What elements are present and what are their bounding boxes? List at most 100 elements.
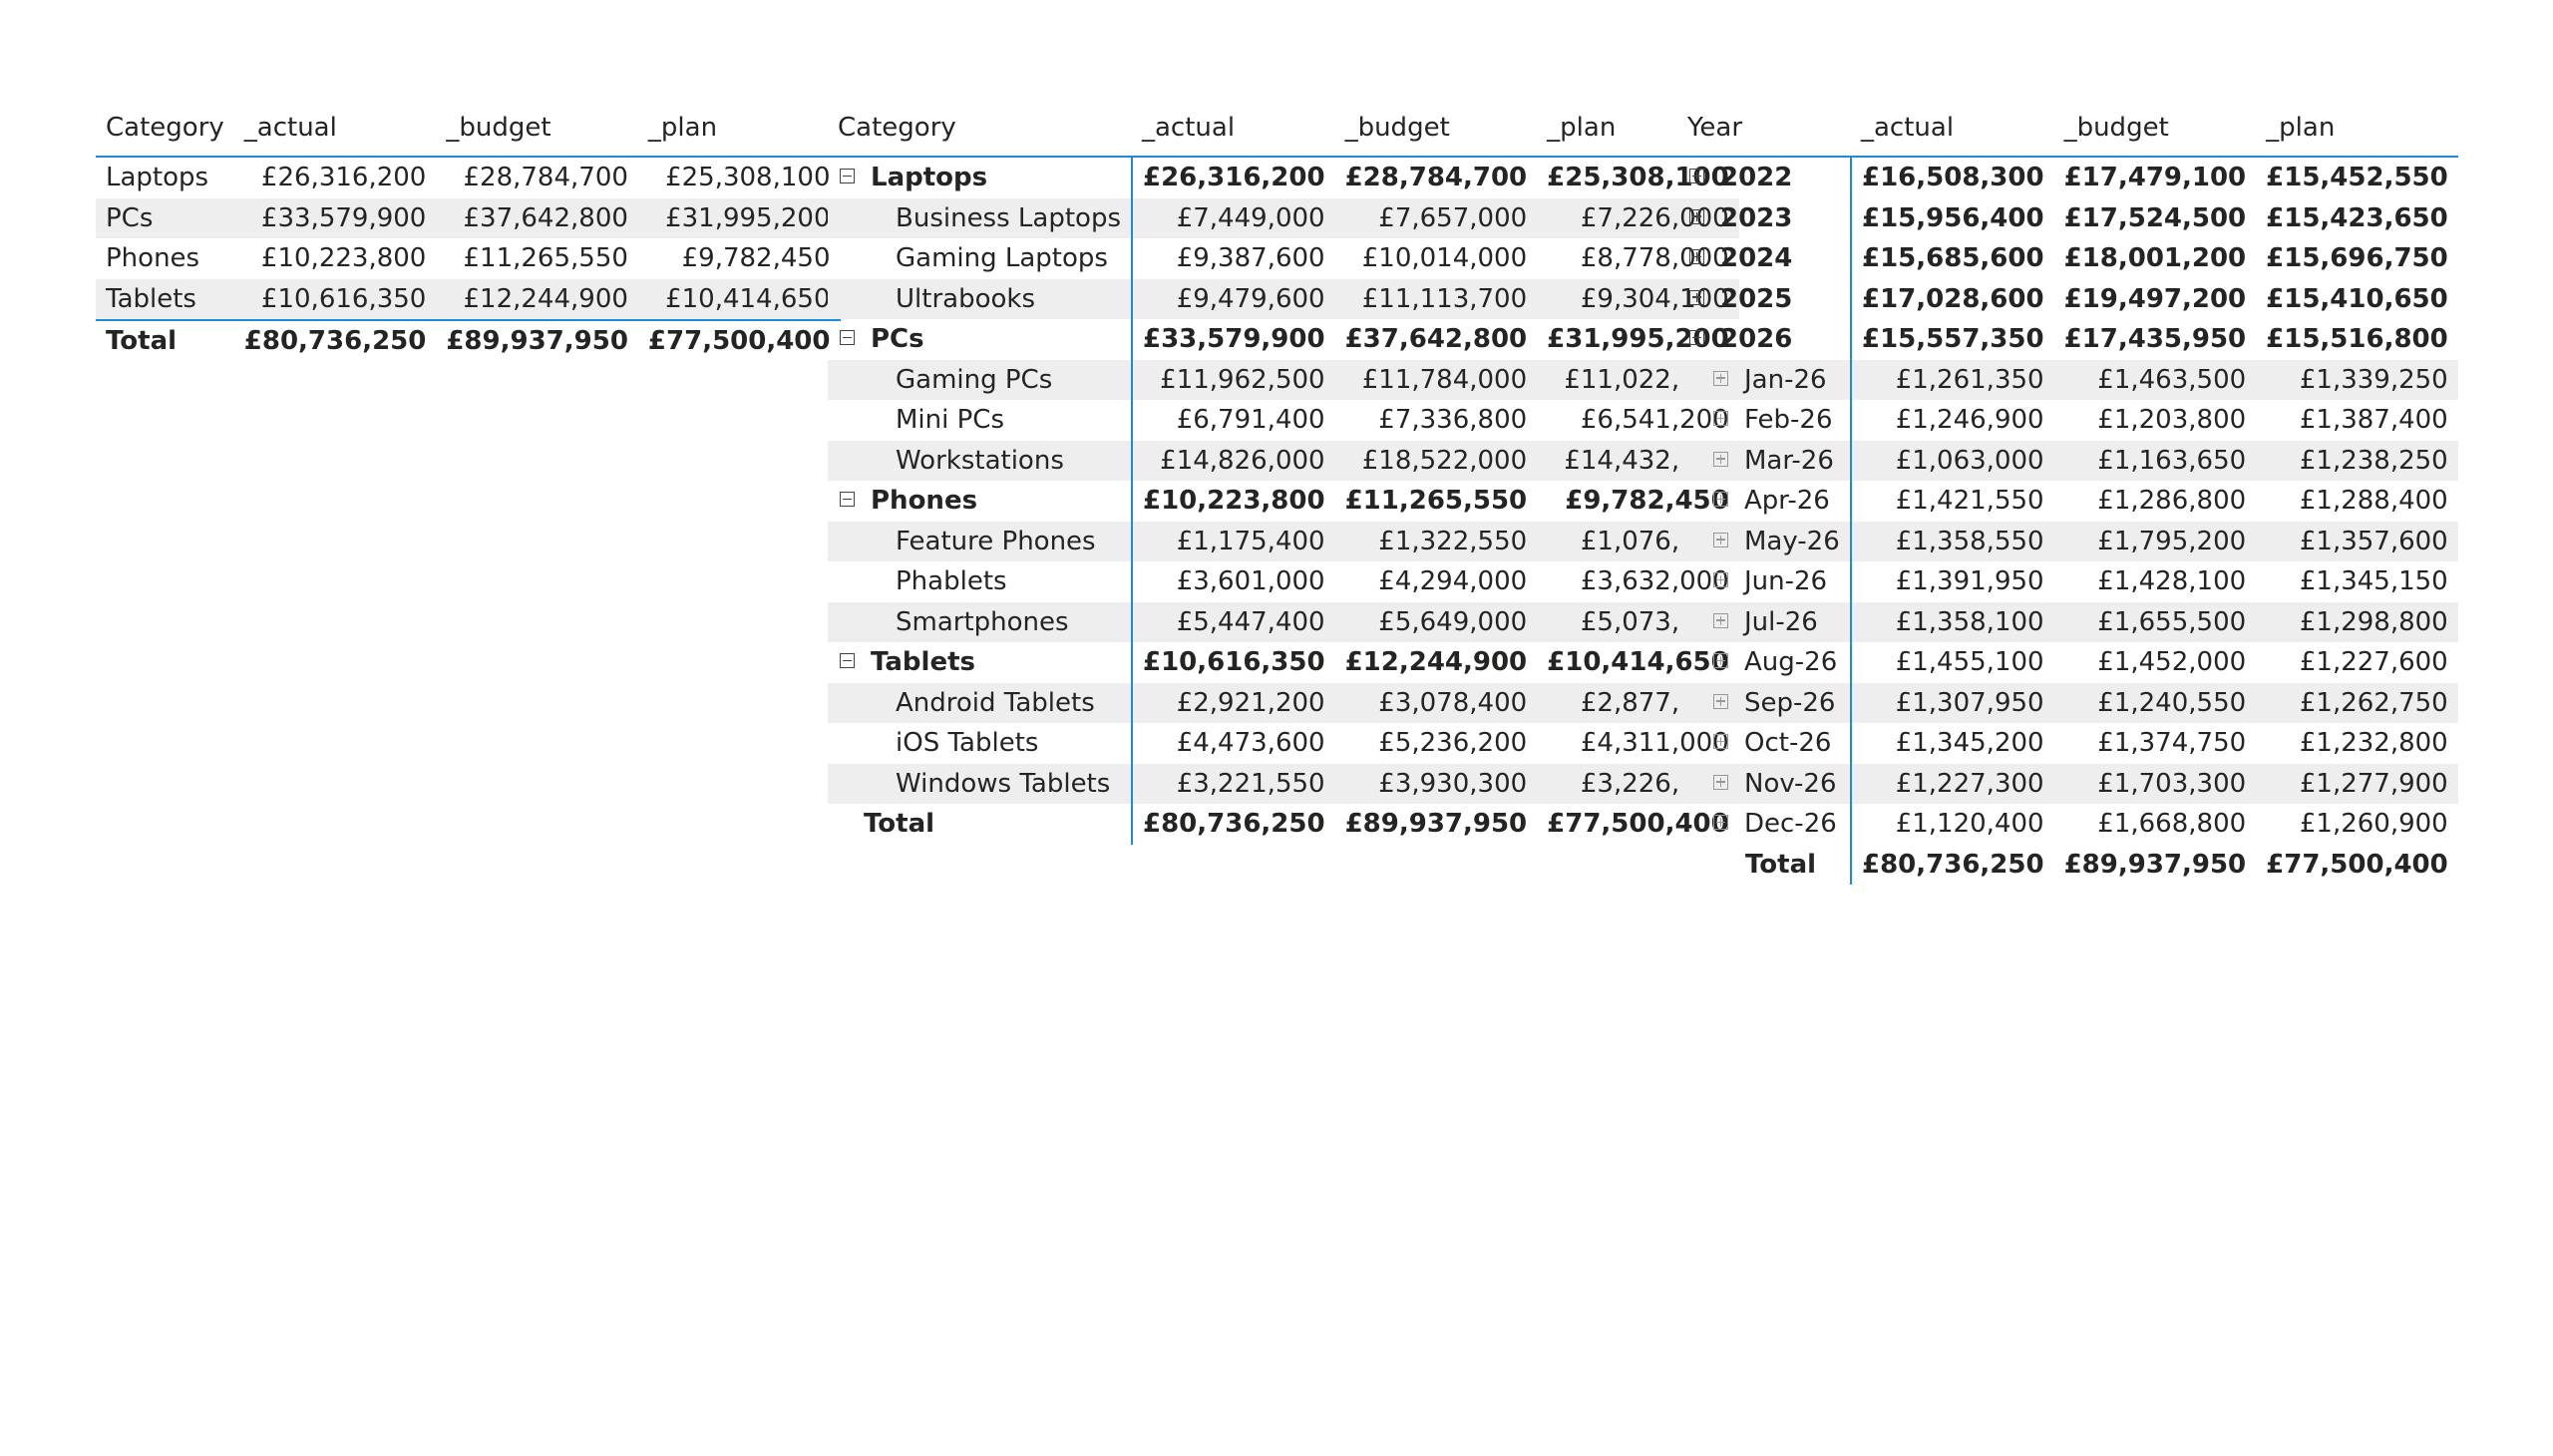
year-row-2025[interactable]: 2025 £17,028,600 £19,497,200 £15,410,650 [1677,278,2458,319]
expand-icon[interactable] [1713,734,1728,750]
cell-plan: £15,516,800 [2266,324,2448,355]
column-header-budget[interactable]: _budget [2053,100,2257,158]
cell-plan: £1,345,150 [2299,566,2448,597]
column-header-actual[interactable]: _actual [1132,100,1335,158]
year-row-2022[interactable]: 2022 £16,508,300 £17,479,100 £15,452,550 [1677,157,2458,198]
year-row-2024[interactable]: 2024 £15,685,600 £18,001,200 £15,696,750 [1677,238,2458,279]
collapse-icon[interactable] [1689,330,1704,346]
column-header-category[interactable]: Category [96,100,234,158]
expand-icon[interactable] [1689,169,1704,184]
cell-budget: £28,784,700 [463,163,628,193]
month-row[interactable]: Dec-26 £1,120,400 £1,668,800 £1,260,900 [1677,804,2458,845]
table-row[interactable]: Workstations £14,826,000 £18,522,000 £14… [828,440,1739,481]
table-row[interactable]: Smartphones £5,447,400 £5,649,000 £5,073… [828,601,1739,642]
cell-budget: £1,795,200 [2053,521,2257,561]
cell-actual: £9,387,600 [1176,243,1325,274]
cell-budget: £12,244,900 [436,278,638,320]
expand-icon[interactable] [1713,451,1728,467]
column-header-category[interactable]: Category [828,100,1132,158]
expand-icon[interactable] [1713,370,1728,386]
table-header-row: Category _actual _budget _plan [96,100,841,158]
total-row: Total £80,736,250 £89,937,950 £77,500,40… [96,319,841,362]
table-row[interactable]: iOS Tablets £4,473,600 £5,236,200 £4,311… [828,723,1739,764]
cell-budget: £18,522,000 [1334,440,1538,481]
expand-icon[interactable] [1689,289,1704,305]
row-label: Windows Tablets [828,763,1133,804]
expand-icon[interactable] [1713,815,1728,831]
cell-budget: £1,286,800 [2097,486,2247,517]
expand-icon[interactable] [1713,653,1728,669]
table-row[interactable]: Mini PCs £6,791,400 £7,336,800 £6,541,20… [828,400,1739,441]
month-row[interactable]: Nov-26 £1,227,300 £1,703,300 £1,277,900 [1677,763,2458,804]
expand-icon[interactable] [1713,693,1728,709]
month-label: Mar-26 [1744,445,1834,476]
collapse-icon[interactable] [840,653,855,669]
table-row[interactable]: Feature Phones £1,175,400 £1,322,550 £1,… [828,521,1739,561]
table-row[interactable]: PCs £33,579,900 £37,642,800 £31,995,200 [96,197,841,238]
month-row[interactable]: Mar-26 £1,063,000 £1,163,650 £1,238,250 [1677,440,2458,481]
group-row-laptops[interactable]: Laptops £26,316,200 £28,784,700 £25,308,… [828,157,1739,198]
month-row[interactable]: Feb-26 £1,246,900 £1,203,800 £1,387,400 [1677,400,2458,441]
cell-actual: £9,479,600 [1132,278,1335,319]
table-row[interactable]: Laptops £26,316,200 £28,784,700 £25,308,… [96,157,841,198]
month-label: Jun-26 [1744,566,1828,597]
month-row[interactable]: Oct-26 £1,345,200 £1,374,750 £1,232,800 [1677,723,2458,764]
table-row[interactable]: Windows Tablets £3,221,550 £3,930,300 £3… [828,763,1739,804]
cell-actual: £1,227,300 [1851,763,2054,804]
table-row[interactable]: Ultrabooks £9,479,600 £11,113,700 £9,304… [828,278,1739,319]
expand-icon[interactable] [1713,492,1728,508]
collapse-icon[interactable] [840,492,855,508]
table-row[interactable]: Gaming Laptops £9,387,600 £10,014,000 £8… [828,238,1739,279]
table-row[interactable]: Android Tablets £2,921,200 £3,078,400 £2… [828,682,1739,723]
month-label: Sep-26 [1744,687,1836,718]
column-header-budget[interactable]: _budget [436,100,638,158]
group-row-tablets[interactable]: Tablets £10,616,350 £12,244,900 £10,414,… [828,642,1739,683]
expand-icon[interactable] [1713,572,1728,588]
column-header-actual[interactable]: _actual [233,100,437,158]
group-row-pcs[interactable]: PCs £33,579,900 £37,642,800 £31,995,200 [828,319,1739,360]
cell-actual: £1,358,550 [1851,521,2054,561]
cell-actual: £3,221,550 [1132,763,1335,804]
year-row-2023[interactable]: 2023 £15,956,400 £17,524,500 £15,423,650 [1677,197,2458,238]
total-budget: £89,937,950 [1344,809,1528,840]
cell-budget: £7,657,000 [1334,197,1538,238]
month-row[interactable]: Aug-26 £1,455,100 £1,452,000 £1,227,600 [1677,642,2458,683]
group-row-phones[interactable]: Phones £10,223,800 £11,265,550 £9,782,45… [828,481,1739,522]
expand-icon[interactable] [1713,411,1728,427]
column-header-budget[interactable]: _budget [1334,100,1538,158]
table-row[interactable]: Tablets £10,616,350 £12,244,900 £10,414,… [96,278,841,320]
expand-icon[interactable] [1689,249,1704,265]
cell-actual: £3,601,000 [1176,566,1325,597]
table-row[interactable]: Phones £10,223,800 £11,265,550 £9,782,45… [96,238,841,279]
cell-actual: £1,261,350 [1851,359,2054,400]
cell-plan: £1,339,250 [2256,359,2458,400]
collapse-icon[interactable] [840,169,855,184]
year-row-2026[interactable]: 2026 £15,557,350 £17,435,950 £15,516,800 [1677,319,2458,360]
expand-icon[interactable] [1689,208,1704,224]
cell-actual: £7,449,000 [1132,197,1335,238]
month-label: Nov-26 [1744,768,1837,799]
expand-icon[interactable] [1713,612,1728,628]
cell-actual: £1,391,950 [1895,566,2044,597]
column-header-plan[interactable]: _plan [637,100,841,158]
column-header-actual[interactable]: _actual [1851,100,2054,158]
expand-icon[interactable] [1713,774,1728,790]
cell-actual: £10,616,350 [233,278,437,320]
column-header-year[interactable]: Year [1677,100,1851,158]
month-row[interactable]: Jun-26 £1,391,950 £1,428,100 £1,345,150 [1677,561,2458,602]
cell-actual: £17,028,600 [1862,283,2044,314]
total-budget: £89,937,950 [436,319,638,362]
month-row[interactable]: Jul-26 £1,358,100 £1,655,500 £1,298,800 [1677,601,2458,642]
month-row[interactable]: Apr-26 £1,421,550 £1,286,800 £1,288,400 [1677,481,2458,522]
row-label: Gaming PCs [828,359,1133,400]
table-row[interactable]: Phablets £3,601,000 £4,294,000 £3,632,00… [828,561,1739,602]
expand-icon[interactable] [1713,532,1728,547]
year-label: 2024 [1720,243,1793,274]
month-row[interactable]: Sep-26 £1,307,950 £1,240,550 £1,262,750 [1677,682,2458,723]
table-row[interactable]: Business Laptops £7,449,000 £7,657,000 £… [828,197,1739,238]
month-row[interactable]: Jan-26 £1,261,350 £1,463,500 £1,339,250 [1677,359,2458,400]
table-row[interactable]: Gaming PCs £11,962,500 £11,784,000 £11,0… [828,359,1739,400]
month-row[interactable]: May-26 £1,358,550 £1,795,200 £1,357,600 [1677,521,2458,561]
collapse-icon[interactable] [840,330,855,346]
column-header-plan[interactable]: _plan [2256,100,2458,158]
